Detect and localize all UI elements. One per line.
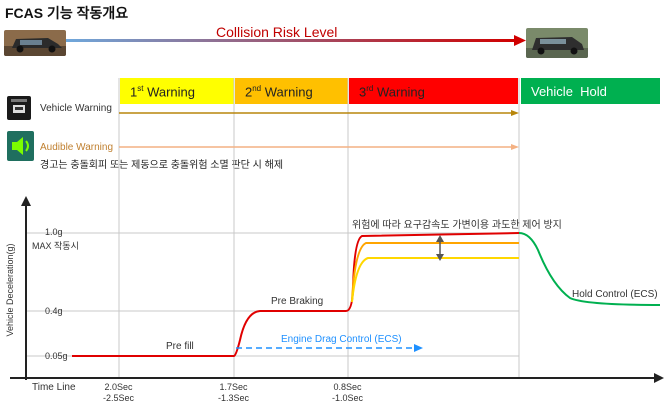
collision-risk-arrow bbox=[66, 35, 526, 46]
audible-warning-label: Audible Warning bbox=[40, 142, 114, 153]
dashboard-icon bbox=[11, 99, 27, 113]
front-vehicle-icon bbox=[526, 28, 588, 58]
audible-warning-arrowhead bbox=[511, 144, 519, 150]
vehicle-warning-arrowhead bbox=[511, 110, 519, 116]
pre-braking-label: Pre Braking bbox=[271, 296, 324, 307]
phase-1st-number: 1 bbox=[130, 84, 138, 100]
variable-range-arrow-up bbox=[436, 235, 444, 242]
y-axis-label: Vehicle Deceleration(g) bbox=[5, 243, 15, 337]
phase-vehicle-hold: Vehicle Hold bbox=[521, 78, 660, 104]
deceleration-curve bbox=[72, 232, 520, 357]
time-mark-2: 1.7Sec -1.3Sec bbox=[218, 382, 249, 404]
audible-warning-speaker-icon bbox=[7, 131, 34, 161]
time-mark-2-line2: -1.3Sec bbox=[218, 393, 250, 403]
engine-drag-label: Engine Drag Control (ECS) bbox=[281, 334, 402, 345]
phase-1st-suffix: st bbox=[137, 84, 144, 93]
phase-3rd-text: Warning bbox=[373, 84, 425, 100]
x-axis-arrowhead bbox=[654, 373, 664, 383]
speaker-icon bbox=[12, 137, 29, 155]
phase-3rd-suffix: rd bbox=[366, 84, 374, 93]
time-mark-3: 0.8Sec -1.0Sec bbox=[332, 382, 363, 404]
variable-range-arrow-down bbox=[436, 254, 444, 261]
time-mark-1-line2: -2.5Sec bbox=[103, 393, 135, 403]
page-title: FCAS 기능 작동개요 bbox=[5, 5, 129, 21]
time-mark-1: 2.0Sec -2.5Sec bbox=[103, 382, 134, 404]
time-mark-3-line1: 0.8Sec bbox=[333, 382, 362, 392]
vehicle-warning-display-icon bbox=[7, 96, 31, 120]
y-tick-0-05g: 0.05g bbox=[45, 351, 68, 361]
phase-1st-text: Warning bbox=[143, 84, 196, 100]
variable-deceleration-note: 위험에 따라 요구감속도 가변이용 과도한 제어 방지 bbox=[352, 220, 562, 231]
phase-2nd-suffix: nd bbox=[252, 84, 262, 93]
time-mark-1-line1: 2.0Sec bbox=[104, 382, 133, 392]
vehicle-warning-label: Vehicle Warning bbox=[40, 103, 112, 114]
hold-control-label: Hold Control (ECS) bbox=[572, 289, 658, 300]
y-axis-arrowhead bbox=[21, 196, 31, 206]
time-mark-2-line1: 1.7Sec bbox=[219, 382, 248, 392]
warning-release-note: 경고는 충돌회피 또는 제동으로 충돌위험 소멸 판단 시 해제 bbox=[40, 160, 284, 171]
pre-fill-label: Pre fill bbox=[166, 341, 194, 352]
phase-2nd-warning: 2nd Warning bbox=[235, 78, 348, 104]
front-vehicle-image bbox=[526, 28, 588, 58]
phase-3rd-warning: 3rd Warning bbox=[349, 78, 518, 104]
engine-drag-arrowhead bbox=[414, 344, 423, 352]
phase-2nd-number: 2 bbox=[245, 84, 253, 100]
phase-2nd-text: Warning bbox=[261, 84, 313, 100]
hold-control-curve bbox=[518, 232, 661, 306]
y-tick-1-0g: 1.0g bbox=[45, 227, 63, 237]
variable-level-orange bbox=[351, 242, 519, 301]
time-mark-3-line2: -1.0Sec bbox=[332, 393, 364, 403]
rear-vehicle-image bbox=[4, 30, 66, 56]
time-line-label: Time Line bbox=[32, 382, 76, 393]
rear-vehicle-icon bbox=[4, 30, 66, 56]
variable-level-yellow bbox=[351, 257, 519, 303]
phase-3rd-number: 3 bbox=[359, 84, 367, 100]
collision-risk-label: Collision Risk Level bbox=[216, 24, 338, 40]
phase-1st-warning: 1st Warning bbox=[120, 78, 234, 104]
y-tick-0-4g: 0.4g bbox=[45, 306, 63, 316]
max-operation-note: MAX 작동시 bbox=[32, 241, 79, 251]
